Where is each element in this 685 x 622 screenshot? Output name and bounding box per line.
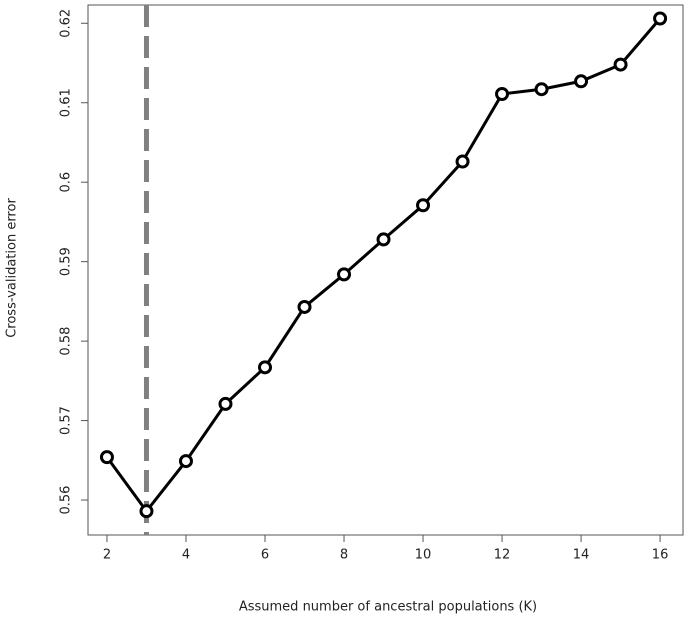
data-point xyxy=(416,198,431,213)
series-line xyxy=(105,17,662,514)
x-tick-label: 14 xyxy=(573,548,590,563)
y-tick-label: 0.59 xyxy=(59,247,74,276)
y-tick-label: 0.56 xyxy=(59,486,74,515)
x-tick-label: 8 xyxy=(340,548,348,563)
x-tick-label: 12 xyxy=(494,548,511,563)
data-point xyxy=(297,299,312,314)
x-tick-label: 4 xyxy=(182,548,190,563)
data-point xyxy=(455,154,470,169)
data-point xyxy=(99,450,114,465)
data-point xyxy=(337,267,352,282)
data-point xyxy=(613,57,628,72)
x-tick-label: 6 xyxy=(261,548,269,563)
data-point xyxy=(653,11,668,26)
data-point xyxy=(218,396,233,411)
data-point xyxy=(495,86,510,101)
data-point xyxy=(376,232,391,247)
plot-frame xyxy=(87,4,684,536)
y-axis-label: Cross-validation error xyxy=(5,198,20,338)
y-tick-label: 0.57 xyxy=(59,406,74,435)
y-tick-label: 0.6 xyxy=(59,172,74,193)
data-point xyxy=(178,454,193,469)
y-tick-label: 0.61 xyxy=(59,88,74,117)
x-tick-label: 16 xyxy=(652,548,669,563)
x-tick-label: 10 xyxy=(415,548,432,563)
y-tick-label: 0.58 xyxy=(59,327,74,356)
x-tick-label: 2 xyxy=(103,548,111,563)
data-point xyxy=(534,82,549,97)
data-point xyxy=(139,504,154,519)
data-point xyxy=(257,360,272,375)
x-axis-label: Assumed number of ancestral populations … xyxy=(239,600,537,615)
y-tick-label: 0.62 xyxy=(59,9,74,38)
data-point xyxy=(574,74,589,89)
